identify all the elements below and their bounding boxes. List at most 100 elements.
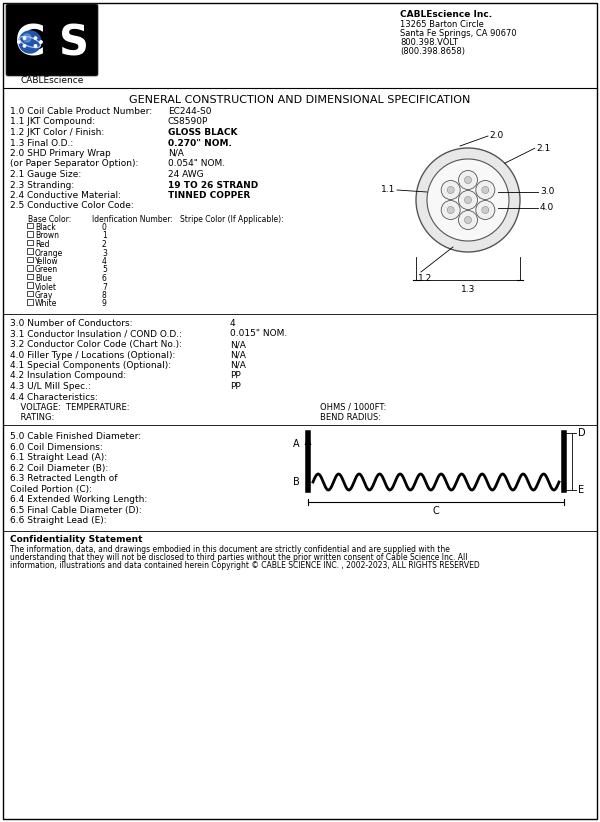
- Circle shape: [464, 216, 472, 224]
- Text: 6.5 Final Cable Diameter (D):: 6.5 Final Cable Diameter (D):: [10, 506, 142, 515]
- Text: 6.0 Coil Dimensions:: 6.0 Coil Dimensions:: [10, 442, 103, 451]
- Text: 2.0 SHD Primary Wrap: 2.0 SHD Primary Wrap: [10, 149, 111, 158]
- Bar: [27, 266, 33, 271]
- Text: D: D: [578, 428, 586, 438]
- Text: Yellow: Yellow: [35, 257, 59, 266]
- Text: 1.3 Final O.D.:: 1.3 Final O.D.:: [10, 138, 73, 147]
- Text: 24 AWG: 24 AWG: [168, 170, 203, 179]
- Text: 6.1 Straight Lead (A):: 6.1 Straight Lead (A):: [10, 453, 107, 462]
- Circle shape: [464, 196, 472, 204]
- Text: White: White: [35, 299, 58, 308]
- Text: 2.0: 2.0: [489, 132, 503, 141]
- Text: 2.4 Conductive Material:: 2.4 Conductive Material:: [10, 191, 121, 200]
- Text: Blue: Blue: [35, 274, 52, 283]
- Text: S: S: [59, 23, 89, 65]
- Circle shape: [447, 187, 454, 193]
- Text: 3.0: 3.0: [540, 187, 554, 196]
- Text: 7: 7: [102, 283, 107, 292]
- Circle shape: [458, 191, 478, 210]
- Text: 13265 Barton Circle: 13265 Barton Circle: [400, 20, 484, 29]
- Text: 3.2 Conductor Color Code (Chart No.):: 3.2 Conductor Color Code (Chart No.):: [10, 340, 182, 349]
- Text: PP: PP: [230, 382, 241, 391]
- Text: (or Paper Separator Option):: (or Paper Separator Option):: [10, 159, 139, 169]
- FancyBboxPatch shape: [6, 4, 98, 76]
- Circle shape: [427, 159, 509, 241]
- Text: 6.4 Extended Working Length:: 6.4 Extended Working Length:: [10, 495, 147, 504]
- Bar: [27, 274, 33, 279]
- Bar: [27, 291, 33, 297]
- Text: 2: 2: [102, 240, 107, 249]
- Text: Coiled Portion (C):: Coiled Portion (C):: [10, 484, 92, 493]
- Text: 6.3 Retracted Length of: 6.3 Retracted Length of: [10, 474, 118, 483]
- Text: Idenfication Number:: Idenfication Number:: [92, 215, 173, 224]
- Text: Santa Fe Springs, CA 90670: Santa Fe Springs, CA 90670: [400, 29, 517, 38]
- Text: Black: Black: [35, 223, 56, 232]
- Text: Stripe Color (If Applicable):: Stripe Color (If Applicable):: [180, 215, 284, 224]
- Text: 1.1: 1.1: [380, 186, 395, 195]
- Text: Red: Red: [35, 240, 49, 249]
- Text: 0.015" NOM.: 0.015" NOM.: [230, 330, 287, 339]
- Circle shape: [23, 44, 26, 47]
- Circle shape: [447, 206, 454, 214]
- Text: 1.3: 1.3: [461, 285, 475, 294]
- Circle shape: [416, 148, 520, 252]
- Circle shape: [476, 201, 495, 219]
- Bar: [27, 223, 33, 229]
- Circle shape: [40, 41, 42, 44]
- Text: Brown: Brown: [35, 232, 59, 241]
- Text: N/A: N/A: [230, 350, 246, 359]
- Bar: [27, 257, 33, 262]
- Text: understanding that they will not be disclosed to third parties without the prior: understanding that they will not be disc…: [10, 553, 467, 562]
- Text: 4.2 Insulation Compound:: 4.2 Insulation Compound:: [10, 372, 126, 381]
- Text: 4: 4: [230, 319, 236, 328]
- Text: CS8590P: CS8590P: [168, 118, 208, 127]
- Text: 6.6 Straight Lead (E):: 6.6 Straight Lead (E):: [10, 516, 107, 525]
- Text: 8: 8: [102, 291, 107, 300]
- Circle shape: [482, 206, 489, 214]
- Text: PP: PP: [230, 372, 241, 381]
- Text: 1.2 JKT Color / Finish:: 1.2 JKT Color / Finish:: [10, 128, 104, 137]
- Text: 4.4 Characteristics:: 4.4 Characteristics:: [10, 392, 98, 401]
- Text: EC244-S0: EC244-S0: [168, 107, 212, 116]
- Text: C: C: [433, 506, 439, 516]
- Text: VOLTAGE:  TEMPERATURE:: VOLTAGE: TEMPERATURE:: [10, 403, 130, 412]
- Text: 2.3 Stranding:: 2.3 Stranding:: [10, 181, 74, 190]
- Text: 2.5 Conductive Color Code:: 2.5 Conductive Color Code:: [10, 201, 134, 210]
- Circle shape: [19, 31, 41, 53]
- Text: A: A: [293, 438, 300, 449]
- Text: 3: 3: [102, 248, 107, 257]
- Text: 0.270" NOM.: 0.270" NOM.: [168, 138, 232, 147]
- Bar: [27, 299, 33, 305]
- Text: 1: 1: [102, 232, 107, 241]
- Text: Confidentiality Statement: Confidentiality Statement: [10, 535, 143, 544]
- Circle shape: [18, 41, 20, 44]
- Circle shape: [441, 201, 460, 219]
- Text: 4.1 Special Components (Optional):: 4.1 Special Components (Optional):: [10, 361, 171, 370]
- Text: OHMS / 1000FT:: OHMS / 1000FT:: [320, 403, 386, 412]
- Text: 5: 5: [102, 266, 107, 275]
- Text: 4.0 Filler Type / Locations (Optional):: 4.0 Filler Type / Locations (Optional):: [10, 350, 175, 359]
- Text: E: E: [578, 485, 584, 495]
- Text: 3.1 Conductor Insulation / COND O.D.:: 3.1 Conductor Insulation / COND O.D.:: [10, 330, 185, 339]
- Text: RATING:: RATING:: [10, 413, 54, 422]
- Text: 6: 6: [102, 274, 107, 283]
- Text: 6.2 Coil Diameter (B):: 6.2 Coil Diameter (B):: [10, 464, 108, 473]
- Text: Orange: Orange: [35, 248, 63, 257]
- Text: information, illustrations and data contained herein Copyright © CABLE SCIENCE I: information, illustrations and data cont…: [10, 561, 480, 570]
- Text: 19 TO 26 STRAND: 19 TO 26 STRAND: [168, 181, 258, 190]
- Circle shape: [23, 34, 31, 42]
- Text: The information, data, and drawings embodied in this document are strictly confi: The information, data, and drawings embo…: [10, 544, 450, 553]
- Text: 4: 4: [102, 257, 107, 266]
- Circle shape: [34, 37, 37, 39]
- Text: 0.054" NOM.: 0.054" NOM.: [168, 159, 225, 169]
- Text: 4.0: 4.0: [540, 204, 554, 213]
- Bar: [27, 248, 33, 254]
- Text: 3.0 Number of Conductors:: 3.0 Number of Conductors:: [10, 319, 133, 328]
- Text: BEND RADIUS:: BEND RADIUS:: [320, 413, 381, 422]
- Circle shape: [458, 210, 478, 229]
- Text: Violet: Violet: [35, 283, 57, 292]
- Circle shape: [34, 44, 37, 47]
- Text: Base Color:: Base Color:: [28, 215, 71, 224]
- Text: N/A: N/A: [230, 361, 246, 370]
- Text: CABLEscience: CABLEscience: [20, 76, 83, 85]
